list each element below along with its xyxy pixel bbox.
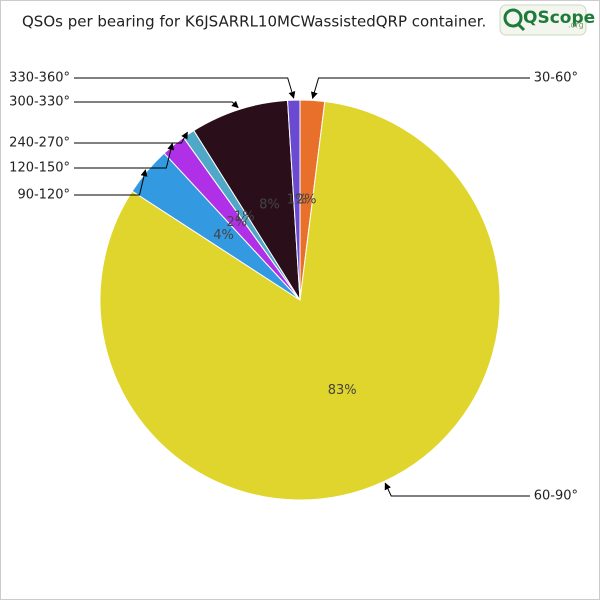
pie-slice — [287, 99, 301, 301]
category-label: 30-60° — [534, 71, 578, 86]
category-label: 90-120° — [17, 188, 70, 203]
leader-line — [310, 77, 530, 100]
leader-line — [74, 131, 188, 144]
logo: QScope .org — [499, 4, 595, 36]
value-label: 2% — [226, 215, 247, 230]
category-label: 60-90° — [534, 489, 578, 504]
logo-suffix: .org — [568, 21, 584, 30]
value-label: 1% — [234, 209, 255, 224]
value-label: 8% — [259, 197, 280, 212]
value-label: 1% — [287, 193, 308, 208]
value-label: 4% — [213, 228, 234, 243]
chart-title: QSOs per bearing for K6JSARRL10MCWassist… — [22, 13, 486, 31]
logo-icon-handle — [516, 22, 526, 32]
logo-icon — [503, 8, 523, 28]
leader-line — [74, 77, 296, 99]
pie-slice — [99, 100, 501, 501]
pie-slice — [193, 99, 301, 301]
category-label: 330-360° — [9, 71, 70, 86]
leader-line — [74, 100, 239, 109]
value-label: 2% — [296, 193, 317, 208]
value-label: 83% — [328, 383, 357, 398]
leader-line — [384, 482, 530, 497]
leader-line — [74, 142, 175, 169]
leader-line — [74, 169, 148, 196]
logo-text: QScope — [523, 8, 595, 28]
category-label: 240-270° — [9, 136, 70, 151]
category-label: 300-330° — [9, 95, 70, 110]
category-label: 120-150° — [9, 161, 70, 176]
